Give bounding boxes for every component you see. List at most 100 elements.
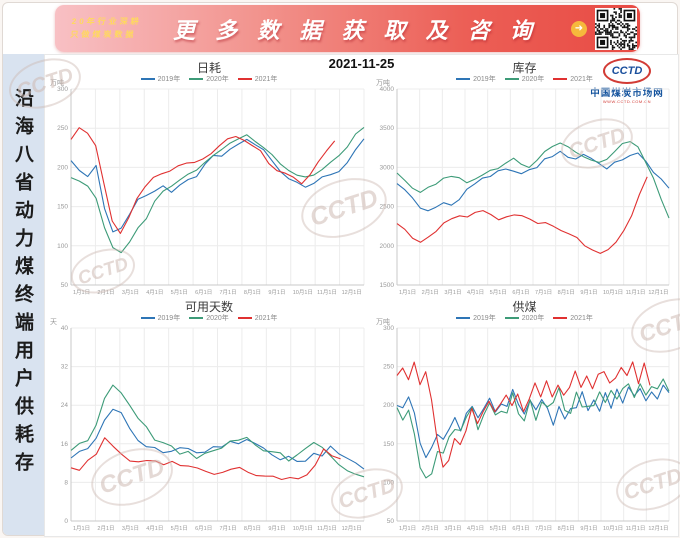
chart-plot: 50 100 150 200 250 300 1月1日 2月1日 3月1日 4月1日 5月1日 6月1…: [57, 86, 365, 296]
legend-label: 2021年: [570, 76, 593, 83]
svg-text:1月1日: 1月1日: [73, 525, 90, 532]
svg-text:200: 200: [57, 164, 68, 171]
svg-text:10月1日: 10月1日: [603, 525, 623, 532]
legend-item: 2021年: [553, 313, 593, 323]
svg-text:9月1日: 9月1日: [580, 525, 597, 532]
svg-text:11月1日: 11月1日: [317, 525, 337, 532]
legend-line-swatch: [140, 78, 155, 80]
legend-line-swatch: [456, 317, 471, 319]
svg-text:7月1日: 7月1日: [220, 525, 237, 532]
charts-panel: 2021-11-25 CCTD 中国煤炭市场网 WWW.CCTD.COM.CN …: [44, 54, 679, 537]
svg-text:7月1日: 7月1日: [535, 525, 552, 532]
svg-text:300: 300: [57, 86, 68, 93]
series-2020年: [70, 126, 365, 254]
svg-text:2月1日: 2月1日: [97, 289, 114, 296]
svg-text:12月1日: 12月1日: [648, 289, 668, 296]
svg-text:9月1日: 9月1日: [580, 289, 597, 296]
svg-text:7月1日: 7月1日: [220, 289, 237, 296]
svg-text:100: 100: [383, 479, 394, 486]
svg-text:50: 50: [387, 518, 395, 525]
legend-line-swatch: [553, 78, 568, 80]
svg-text:2月1日: 2月1日: [97, 525, 114, 532]
legend-item: 2020年: [504, 74, 544, 84]
svg-text:3500: 3500: [380, 125, 395, 132]
svg-text:12月1日: 12月1日: [342, 289, 362, 296]
series-2019年: [70, 138, 365, 233]
svg-text:7月1日: 7月1日: [535, 289, 552, 296]
svg-text:50: 50: [61, 282, 69, 289]
legend-item: 2019年: [456, 74, 496, 84]
legend-label: 2021年: [254, 315, 278, 322]
svg-text:24: 24: [61, 402, 69, 409]
svg-text:100: 100: [57, 243, 68, 250]
legend-label: 2020年: [206, 315, 229, 322]
legend-line-swatch: [456, 78, 471, 80]
svg-text:1500: 1500: [380, 282, 395, 289]
series-2020年: [396, 378, 670, 479]
svg-text:2500: 2500: [380, 204, 395, 211]
legend-line-swatch: [237, 78, 252, 80]
chart-legend: 2019年 2020年 2021年: [373, 313, 676, 323]
series-2019年: [396, 384, 670, 459]
svg-text:6月1日: 6月1日: [195, 525, 212, 532]
legend-line-swatch: [189, 317, 204, 319]
chart-title: 可用天数: [184, 300, 233, 314]
chart-unit-label: 万吨: [376, 319, 390, 326]
svg-text:8月1日: 8月1日: [244, 525, 261, 532]
series-2021年: [396, 176, 648, 254]
svg-text:32: 32: [61, 364, 69, 371]
chart-legend: 2019年 2020年 2021年: [47, 313, 371, 323]
legend-item: 2019年: [140, 313, 180, 323]
svg-text:250: 250: [57, 125, 68, 132]
legend-item: 2020年: [189, 74, 229, 84]
svg-text:6月1日: 6月1日: [195, 289, 212, 296]
svg-text:1月1日: 1月1日: [73, 289, 90, 296]
svg-text:9月1日: 9月1日: [268, 525, 285, 532]
chart-title: 供煤: [512, 300, 537, 314]
report-date: 2021-11-25: [328, 56, 395, 71]
series-2021年: [70, 127, 336, 234]
legend-item: 2020年: [189, 313, 229, 323]
chart-legend: 2019年 2020年 2021年: [373, 74, 676, 84]
legend-label: 2021年: [254, 76, 278, 83]
svg-text:200: 200: [383, 402, 394, 409]
svg-text:10月1日: 10月1日: [293, 525, 313, 532]
svg-text:12月1日: 12月1日: [342, 525, 362, 532]
svg-text:5月1日: 5月1日: [490, 289, 507, 296]
svg-text:4000: 4000: [380, 86, 395, 93]
svg-text:4月1日: 4月1日: [146, 525, 163, 532]
svg-text:9月1日: 9月1日: [268, 289, 285, 296]
chart-daily-consumption: 日耗 2019年 2020年 2021年 万吨 50 100 150 200 250 300 1…: [47, 59, 371, 298]
left-title-strip: 沿海八省动力煤终端用户供耗存: [3, 54, 44, 535]
svg-text:10月1日: 10月1日: [293, 289, 313, 296]
chart-inventory: 库存 2019年 2020年 2021年 万吨 1500 2000 2500 3000 35…: [373, 59, 676, 298]
cctd-url-text: WWW.CCTD.COM.CN: [602, 99, 652, 104]
legend-line-swatch: [237, 317, 252, 319]
legend-label: 2020年: [206, 76, 229, 83]
svg-text:250: 250: [383, 364, 394, 371]
svg-text:3000: 3000: [380, 164, 395, 171]
svg-text:2月1日: 2月1日: [422, 289, 439, 296]
svg-text:40: 40: [61, 325, 69, 332]
svg-text:3月1日: 3月1日: [444, 525, 461, 532]
svg-text:4月1日: 4月1日: [467, 525, 484, 532]
svg-text:1月1日: 1月1日: [399, 525, 416, 532]
legend-label: 2021年: [570, 315, 593, 322]
chart-coal-supply: 供煤 2019年 2020年 2021年 万吨 50 100 150 200 250 300 1…: [373, 298, 676, 534]
series-2020年: [396, 141, 670, 219]
svg-text:5月1日: 5月1日: [171, 525, 188, 532]
svg-text:8月1日: 8月1日: [558, 289, 575, 296]
svg-text:12月1日: 12月1日: [648, 525, 668, 532]
chart-unit-label: 万吨: [376, 80, 390, 87]
promo-banner[interactable]: 20年行业深耕 只做煤炭数据 更 多 数 据 获 取 及 咨 询 ➜: [55, 5, 640, 52]
chart-title: 日耗: [196, 61, 221, 75]
svg-text:16: 16: [61, 441, 69, 448]
cctd-site-name: 中国煤炭市场网: [590, 88, 664, 99]
legend-label: 2020年: [521, 315, 545, 322]
svg-text:5月1日: 5月1日: [171, 289, 188, 296]
svg-text:4月1日: 4月1日: [467, 289, 484, 296]
arrow-icon: ➜: [571, 20, 587, 37]
legend-line-swatch: [504, 78, 519, 80]
svg-text:5月1日: 5月1日: [490, 525, 507, 532]
chart-legend: 2019年 2020年 2021年: [47, 74, 371, 84]
